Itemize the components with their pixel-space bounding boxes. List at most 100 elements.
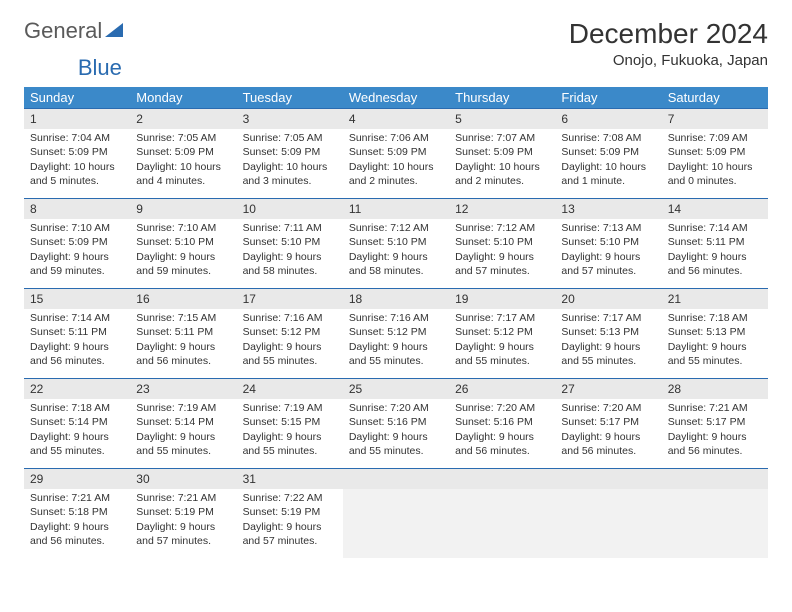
sunset-line: Sunset: 5:14 PM: [30, 415, 124, 429]
weekday-header: Wednesday: [343, 87, 449, 108]
sunset-line: Sunset: 5:19 PM: [243, 505, 337, 519]
sunrise-line: Sunrise: 7:14 AM: [668, 221, 762, 235]
calendar-cell: 6Sunrise: 7:08 AMSunset: 5:09 PMDaylight…: [555, 108, 661, 198]
weekday-header: Friday: [555, 87, 661, 108]
sunrise-line: Sunrise: 7:22 AM: [243, 491, 337, 505]
day-number-bar: 26: [449, 378, 555, 399]
day-body: Sunrise: 7:12 AMSunset: 5:10 PMDaylight:…: [343, 219, 449, 280]
calendar-week-row: 1Sunrise: 7:04 AMSunset: 5:09 PMDaylight…: [24, 108, 768, 198]
day-number-bar: 23: [130, 378, 236, 399]
day-body: Sunrise: 7:21 AMSunset: 5:19 PMDaylight:…: [130, 489, 236, 550]
calendar-cell: 19Sunrise: 7:17 AMSunset: 5:12 PMDayligh…: [449, 288, 555, 378]
sunset-line: Sunset: 5:16 PM: [455, 415, 549, 429]
day-number-bar: 9: [130, 198, 236, 219]
day-body: Sunrise: 7:13 AMSunset: 5:10 PMDaylight:…: [555, 219, 661, 280]
daylight-line: Daylight: 10 hours and 0 minutes.: [668, 160, 762, 188]
daylight-line: Daylight: 9 hours and 56 minutes.: [668, 430, 762, 458]
day-number-bar: 11: [343, 198, 449, 219]
daylight-line: Daylight: 9 hours and 55 minutes.: [30, 430, 124, 458]
sunrise-line: Sunrise: 7:20 AM: [349, 401, 443, 415]
calendar-cell: 26Sunrise: 7:20 AMSunset: 5:16 PMDayligh…: [449, 378, 555, 468]
calendar-cell: [449, 468, 555, 558]
day-number-bar: 4: [343, 108, 449, 129]
daylight-line: Daylight: 9 hours and 56 minutes.: [136, 340, 230, 368]
sunrise-line: Sunrise: 7:19 AM: [243, 401, 337, 415]
calendar-cell: 10Sunrise: 7:11 AMSunset: 5:10 PMDayligh…: [237, 198, 343, 288]
sunrise-line: Sunrise: 7:21 AM: [30, 491, 124, 505]
daylight-line: Daylight: 10 hours and 2 minutes.: [455, 160, 549, 188]
sunset-line: Sunset: 5:09 PM: [455, 145, 549, 159]
sunrise-line: Sunrise: 7:14 AM: [30, 311, 124, 325]
sunrise-line: Sunrise: 7:16 AM: [349, 311, 443, 325]
sunrise-line: Sunrise: 7:17 AM: [561, 311, 655, 325]
sunset-line: Sunset: 5:10 PM: [136, 235, 230, 249]
sunrise-line: Sunrise: 7:21 AM: [668, 401, 762, 415]
calendar-cell: 9 Sunrise: 7:10 AMSunset: 5:10 PMDaylight…: [130, 198, 236, 288]
day-number-bar: 27: [555, 378, 661, 399]
sunrise-line: Sunrise: 7:12 AM: [349, 221, 443, 235]
daylight-line: Daylight: 9 hours and 55 minutes.: [349, 340, 443, 368]
sunset-line: Sunset: 5:10 PM: [561, 235, 655, 249]
day-number-bar: 28: [662, 378, 768, 399]
day-body: Sunrise: 7:19 AMSunset: 5:14 PMDaylight:…: [130, 399, 236, 460]
sunrise-line: Sunrise: 7:05 AM: [243, 131, 337, 145]
empty-day-bar: [343, 468, 449, 489]
sunset-line: Sunset: 5:10 PM: [243, 235, 337, 249]
daylight-line: Daylight: 10 hours and 5 minutes.: [30, 160, 124, 188]
sunset-line: Sunset: 5:17 PM: [668, 415, 762, 429]
day-body: Sunrise: 7:18 AMSunset: 5:13 PMDaylight:…: [662, 309, 768, 370]
sunrise-line: Sunrise: 7:13 AM: [561, 221, 655, 235]
day-body: Sunrise: 7:05 AMSunset: 5:09 PMDaylight:…: [237, 129, 343, 190]
day-body: Sunrise: 7:17 AMSunset: 5:12 PMDaylight:…: [449, 309, 555, 370]
sunrise-line: Sunrise: 7:05 AM: [136, 131, 230, 145]
calendar-cell: [343, 468, 449, 558]
calendar-cell: 15Sunrise: 7:14 AMSunset: 5:11 PMDayligh…: [24, 288, 130, 378]
sunrise-line: Sunrise: 7:09 AM: [668, 131, 762, 145]
day-body: Sunrise: 7:20 AMSunset: 5:16 PMDaylight:…: [343, 399, 449, 460]
daylight-line: Daylight: 9 hours and 56 minutes.: [30, 340, 124, 368]
day-body: Sunrise: 7:09 AMSunset: 5:09 PMDaylight:…: [662, 129, 768, 190]
daylight-line: Daylight: 9 hours and 59 minutes.: [136, 250, 230, 278]
sunrise-line: Sunrise: 7:08 AM: [561, 131, 655, 145]
calendar-week-row: 29Sunrise: 7:21 AMSunset: 5:18 PMDayligh…: [24, 468, 768, 558]
day-number-bar: 22: [24, 378, 130, 399]
sunset-line: Sunset: 5:10 PM: [349, 235, 443, 249]
day-number-bar: 8: [24, 198, 130, 219]
calendar-cell: 8Sunrise: 7:10 AMSunset: 5:09 PMDaylight…: [24, 198, 130, 288]
sunrise-line: Sunrise: 7:18 AM: [30, 401, 124, 415]
day-body: Sunrise: 7:06 AMSunset: 5:09 PMDaylight:…: [343, 129, 449, 190]
calendar-cell: 14Sunrise: 7:14 AMSunset: 5:11 PMDayligh…: [662, 198, 768, 288]
calendar-cell: [662, 468, 768, 558]
daylight-line: Daylight: 9 hours and 58 minutes.: [349, 250, 443, 278]
day-body: Sunrise: 7:17 AMSunset: 5:13 PMDaylight:…: [555, 309, 661, 370]
day-body: Sunrise: 7:21 AMSunset: 5:17 PMDaylight:…: [662, 399, 768, 460]
weekday-header-row: SundayMondayTuesdayWednesdayThursdayFrid…: [24, 87, 768, 108]
daylight-line: Daylight: 10 hours and 3 minutes.: [243, 160, 337, 188]
daylight-line: Daylight: 9 hours and 55 minutes.: [349, 430, 443, 458]
sunrise-line: Sunrise: 7:10 AM: [136, 221, 230, 235]
day-body: Sunrise: 7:18 AMSunset: 5:14 PMDaylight:…: [24, 399, 130, 460]
day-number-bar: 17: [237, 288, 343, 309]
sunrise-line: Sunrise: 7:12 AM: [455, 221, 549, 235]
sunrise-line: Sunrise: 7:20 AM: [561, 401, 655, 415]
weekday-header: Monday: [130, 87, 236, 108]
calendar-week-row: 8Sunrise: 7:10 AMSunset: 5:09 PMDaylight…: [24, 198, 768, 288]
calendar-cell: 2Sunrise: 7:05 AMSunset: 5:09 PMDaylight…: [130, 108, 236, 198]
sunset-line: Sunset: 5:11 PM: [668, 235, 762, 249]
daylight-line: Daylight: 9 hours and 56 minutes.: [561, 430, 655, 458]
day-number-bar: 25: [343, 378, 449, 399]
day-body: Sunrise: 7:08 AMSunset: 5:09 PMDaylight:…: [555, 129, 661, 190]
calendar-cell: 24Sunrise: 7:19 AMSunset: 5:15 PMDayligh…: [237, 378, 343, 468]
sunrise-line: Sunrise: 7:15 AM: [136, 311, 230, 325]
sunset-line: Sunset: 5:15 PM: [243, 415, 337, 429]
daylight-line: Daylight: 9 hours and 55 minutes.: [455, 340, 549, 368]
day-body: Sunrise: 7:16 AMSunset: 5:12 PMDaylight:…: [343, 309, 449, 370]
daylight-line: Daylight: 10 hours and 4 minutes.: [136, 160, 230, 188]
calendar-cell: 1Sunrise: 7:04 AMSunset: 5:09 PMDaylight…: [24, 108, 130, 198]
calendar-cell: 3Sunrise: 7:05 AMSunset: 5:09 PMDaylight…: [237, 108, 343, 198]
daylight-line: Daylight: 9 hours and 59 minutes.: [30, 250, 124, 278]
day-number-bar: 5: [449, 108, 555, 129]
daylight-line: Daylight: 9 hours and 57 minutes.: [136, 520, 230, 548]
sunset-line: Sunset: 5:19 PM: [136, 505, 230, 519]
daylight-line: Daylight: 9 hours and 55 minutes.: [561, 340, 655, 368]
